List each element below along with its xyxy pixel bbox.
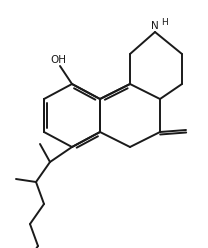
Text: OH: OH — [50, 55, 66, 65]
Text: N: N — [151, 21, 159, 31]
Text: H: H — [161, 18, 168, 27]
